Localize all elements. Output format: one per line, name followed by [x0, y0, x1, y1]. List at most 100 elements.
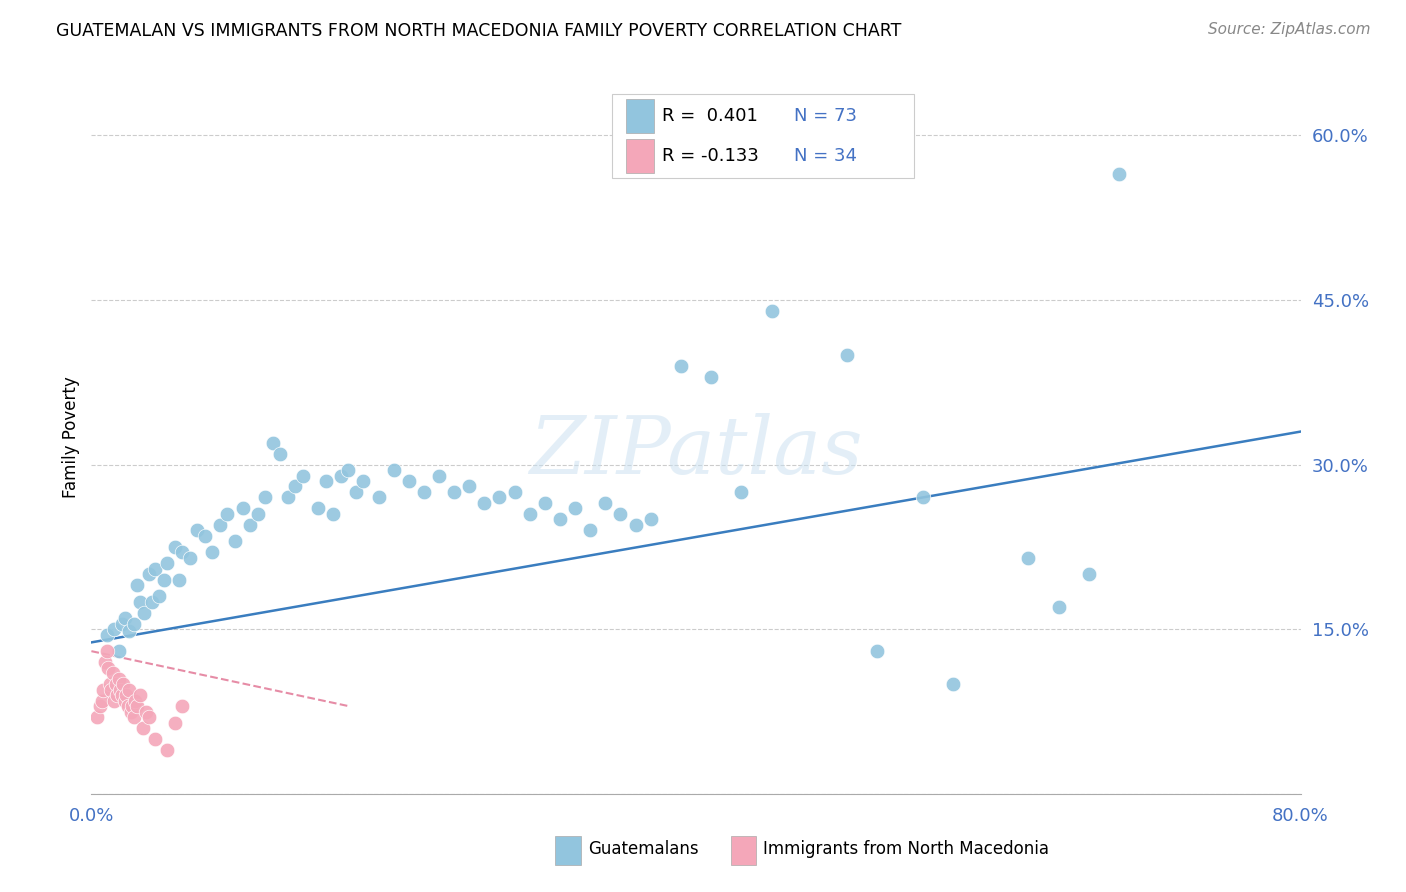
Point	[307, 501, 329, 516]
Point	[118, 624, 141, 639]
Y-axis label: Family Poverty: Family Poverty	[62, 376, 80, 498]
Point	[132, 721, 155, 735]
Point	[579, 524, 602, 538]
Text: R =  0.401: R = 0.401	[662, 107, 758, 125]
Point	[382, 463, 405, 477]
Point	[942, 677, 965, 691]
Point	[700, 369, 723, 384]
Point	[94, 655, 117, 669]
Point	[1018, 550, 1040, 565]
Point	[367, 491, 389, 505]
Point	[97, 660, 120, 674]
Point	[118, 682, 141, 697]
Point	[262, 435, 284, 450]
Point	[730, 485, 752, 500]
Point	[96, 644, 118, 658]
Point	[277, 491, 299, 505]
Point	[86, 710, 108, 724]
Point	[217, 507, 239, 521]
Point	[201, 545, 224, 559]
Point	[866, 644, 889, 658]
Point	[640, 512, 662, 526]
Point	[609, 507, 631, 521]
Point	[172, 545, 194, 559]
Text: ZIPatlas: ZIPatlas	[529, 413, 863, 490]
Point	[96, 628, 118, 642]
Point	[443, 485, 465, 500]
Point	[292, 468, 315, 483]
Point	[344, 485, 367, 500]
Point	[114, 611, 136, 625]
Point	[458, 479, 481, 493]
Text: R = -0.133: R = -0.133	[662, 147, 759, 165]
Point	[669, 359, 692, 373]
Point	[337, 463, 360, 477]
Point	[194, 529, 217, 543]
Point	[519, 507, 541, 521]
Point	[107, 672, 129, 686]
Point	[122, 616, 145, 631]
Point	[1047, 600, 1070, 615]
Point	[172, 699, 194, 714]
Point	[163, 715, 186, 730]
Point	[125, 699, 148, 714]
Point	[231, 501, 253, 516]
Text: GUATEMALAN VS IMMIGRANTS FROM NORTH MACEDONIA FAMILY POVERTY CORRELATION CHART: GUATEMALAN VS IMMIGRANTS FROM NORTH MACE…	[56, 22, 901, 40]
Point	[186, 524, 208, 538]
Point	[91, 693, 114, 707]
Point	[89, 699, 111, 714]
Text: Guatemalans: Guatemalans	[588, 840, 699, 858]
Point	[398, 474, 420, 488]
Point	[128, 595, 150, 609]
Point	[121, 699, 143, 714]
Point	[427, 468, 450, 483]
Point	[115, 688, 138, 702]
Point	[564, 501, 586, 516]
Point	[167, 573, 190, 587]
Text: Immigrants from North Macedonia: Immigrants from North Macedonia	[763, 840, 1049, 858]
Point	[413, 485, 436, 500]
Point	[103, 693, 125, 707]
Point	[322, 507, 344, 521]
Point	[156, 557, 179, 571]
Point	[135, 705, 157, 719]
Point	[111, 688, 132, 702]
Point	[148, 589, 170, 603]
Text: Source: ZipAtlas.com: Source: ZipAtlas.com	[1208, 22, 1371, 37]
Point	[179, 550, 201, 565]
Point	[284, 479, 307, 493]
Point	[595, 496, 617, 510]
Point	[163, 540, 186, 554]
Point	[503, 485, 526, 500]
Text: N = 34: N = 34	[794, 147, 858, 165]
Point	[624, 517, 647, 532]
Point	[124, 693, 146, 707]
Point	[100, 682, 122, 697]
Point	[761, 303, 783, 318]
Point	[352, 474, 374, 488]
Point	[141, 595, 163, 609]
Point	[156, 743, 179, 757]
Text: N = 73: N = 73	[794, 107, 858, 125]
Text: 80.0%: 80.0%	[1272, 807, 1329, 825]
Point	[107, 644, 129, 658]
Point	[246, 507, 269, 521]
Point	[269, 446, 291, 460]
Point	[153, 573, 176, 587]
Point	[488, 491, 510, 505]
Point	[472, 496, 495, 510]
Point	[239, 517, 262, 532]
Text: 0.0%: 0.0%	[69, 807, 114, 825]
Point	[101, 666, 124, 681]
Point	[105, 688, 128, 702]
Point	[1077, 567, 1099, 582]
Point	[120, 705, 142, 719]
Point	[103, 622, 125, 636]
Point	[122, 710, 145, 724]
Point	[114, 693, 136, 707]
Point	[143, 562, 166, 576]
Point	[911, 491, 934, 505]
Point	[98, 677, 121, 691]
Point	[138, 710, 160, 724]
Point	[533, 496, 555, 510]
